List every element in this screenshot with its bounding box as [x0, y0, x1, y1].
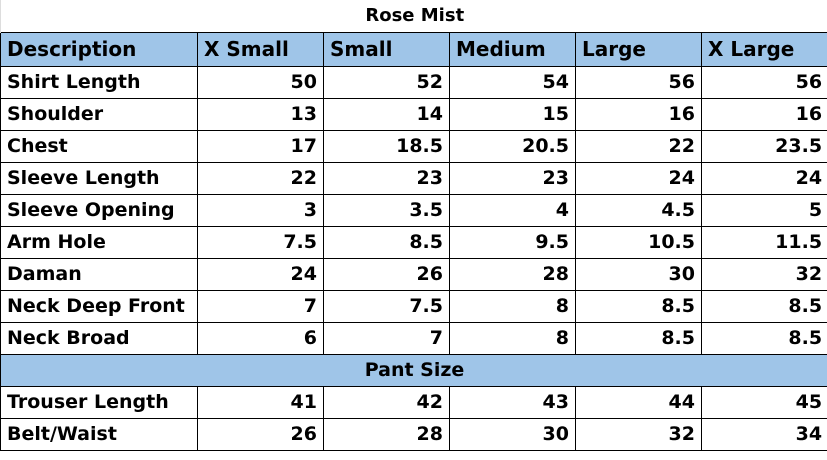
row-label: Neck Deep Front	[0, 289, 198, 323]
value-cell: 7	[323, 321, 450, 355]
row-label: Shoulder	[0, 97, 198, 131]
table-row: Shoulder 13 14 15 16 16	[0, 97, 827, 131]
value-cell: 42	[323, 385, 450, 419]
value-cell: 45	[700, 385, 827, 419]
value-cell: 18.5	[323, 129, 450, 163]
value-cell: 5	[700, 193, 827, 227]
header-cell: Medium	[449, 31, 576, 67]
table-row: Arm Hole 7.5 8.5 9.5 10.5 11.5	[0, 225, 827, 259]
value-cell: 28	[323, 417, 450, 451]
value-cell: 7.5	[323, 289, 450, 323]
table-row: Neck Broad 6 7 8 8.5 8.5	[0, 321, 827, 355]
value-cell: 30	[449, 417, 576, 451]
header-cell: X Small	[197, 31, 324, 67]
table-row: Daman 24 26 28 30 32	[0, 257, 827, 291]
value-cell: 34	[700, 417, 827, 451]
value-cell: 6	[197, 321, 324, 355]
value-cell: 16	[575, 97, 702, 131]
table-row: Sleeve Opening 3 3.5 4 4.5 5	[0, 193, 827, 227]
value-cell: 7.5	[197, 225, 324, 259]
row-label: Neck Broad	[0, 321, 198, 355]
value-cell: 14	[323, 97, 450, 131]
value-cell: 4	[449, 193, 576, 227]
value-cell: 56	[700, 65, 827, 99]
table-row: Neck Deep Front 7 7.5 8 8.5 8.5	[0, 289, 827, 323]
header-cell: Small	[323, 31, 450, 67]
row-label: Daman	[0, 257, 198, 291]
value-cell: 23	[323, 161, 450, 195]
value-cell: 8.5	[700, 289, 827, 323]
value-cell: 8	[449, 289, 576, 323]
value-cell: 23.5	[700, 129, 827, 163]
row-label: Sleeve Length	[0, 161, 198, 195]
value-cell: 22	[197, 161, 324, 195]
row-label: Trouser Length	[0, 385, 198, 419]
value-cell: 11.5	[700, 225, 827, 259]
table-row: Trouser Length 41 42 43 44 45	[0, 385, 827, 419]
value-cell: 15	[449, 97, 576, 131]
table-row: Sleeve Length 22 23 23 24 24	[0, 161, 827, 195]
value-cell: 3.5	[323, 193, 450, 227]
value-cell: 50	[197, 65, 324, 99]
table-row: Chest 17 18.5 20.5 22 23.5	[0, 129, 827, 163]
header-cell: X Large	[700, 31, 827, 67]
section-row: Pant Size	[0, 353, 827, 387]
value-cell: 54	[449, 65, 576, 99]
table-title: Rose Mist	[0, 0, 827, 32]
value-cell: 9.5	[449, 225, 576, 259]
row-label: Shirt Length	[0, 65, 198, 99]
section-title: Pant Size	[0, 353, 827, 387]
header-cell: Large	[575, 31, 702, 67]
value-cell: 30	[575, 257, 702, 291]
value-cell: 26	[323, 257, 450, 291]
value-cell: 52	[323, 65, 450, 99]
value-cell: 24	[700, 161, 827, 195]
value-cell: 8.5	[323, 225, 450, 259]
value-cell: 41	[197, 385, 324, 419]
row-label: Chest	[0, 129, 198, 163]
value-cell: 13	[197, 97, 324, 131]
value-cell: 22	[575, 129, 702, 163]
value-cell: 10.5	[575, 225, 702, 259]
value-cell: 20.5	[449, 129, 576, 163]
row-label: Arm Hole	[0, 225, 198, 259]
value-cell: 3	[197, 193, 324, 227]
value-cell: 4.5	[575, 193, 702, 227]
value-cell: 8.5	[575, 321, 702, 355]
table-row: Belt/Waist 26 28 30 32 34	[0, 417, 827, 451]
value-cell: 8	[449, 321, 576, 355]
value-cell: 16	[700, 97, 827, 131]
title-row: Rose Mist	[0, 0, 827, 32]
value-cell: 43	[449, 385, 576, 419]
row-label: Sleeve Opening	[0, 193, 198, 227]
value-cell: 28	[449, 257, 576, 291]
value-cell: 44	[575, 385, 702, 419]
value-cell: 17	[197, 129, 324, 163]
value-cell: 24	[575, 161, 702, 195]
value-cell: 23	[449, 161, 576, 195]
table-row: Shirt Length 50 52 54 56 56	[0, 65, 827, 99]
header-cell: Description	[0, 31, 198, 67]
value-cell: 56	[575, 65, 702, 99]
row-label: Belt/Waist	[0, 417, 198, 451]
value-cell: 7	[197, 289, 324, 323]
value-cell: 24	[197, 257, 324, 291]
value-cell: 8.5	[700, 321, 827, 355]
value-cell: 26	[197, 417, 324, 451]
value-cell: 32	[575, 417, 702, 451]
value-cell: 32	[700, 257, 827, 291]
header-row: Description X Small Small Medium Large X…	[0, 31, 827, 67]
value-cell: 8.5	[575, 289, 702, 323]
